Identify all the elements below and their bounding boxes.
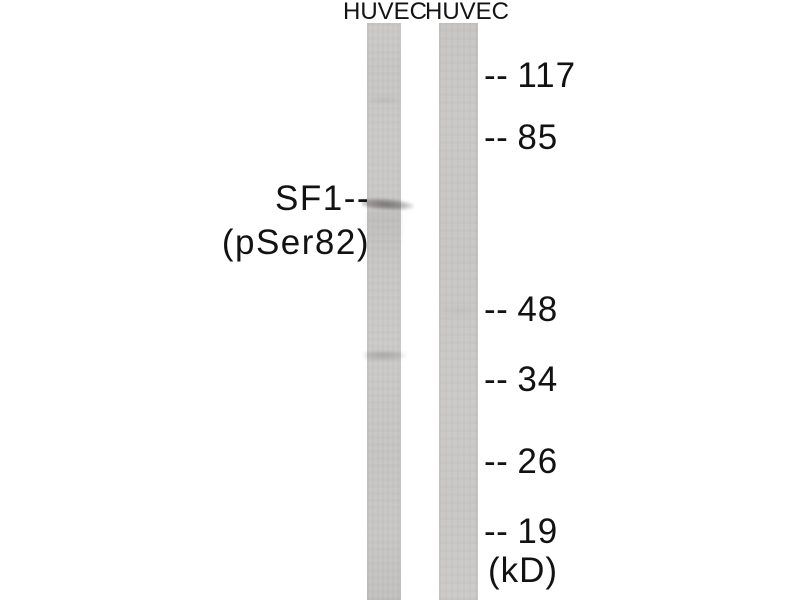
target-phospho-site: (pSer82)	[221, 223, 370, 262]
mw-marker-85: -- 85	[484, 120, 558, 155]
marker-value: 19	[517, 512, 559, 551]
mw-marker-117: -- 117	[484, 58, 576, 93]
marker-value: 26	[517, 442, 559, 481]
lane2-label: HUVEC	[425, 0, 510, 25]
target-protein-name: SF1--	[275, 179, 370, 218]
marker-dash-icon: --	[484, 56, 509, 95]
marker-value: 34	[517, 360, 559, 399]
marker-dash-icon: --	[484, 512, 509, 551]
marker-value: 117	[517, 56, 577, 95]
blot-lane-1	[367, 23, 401, 600]
lane1-label: HUVEC	[343, 0, 428, 25]
marker-dash-icon: --	[484, 442, 509, 481]
marker-dash-icon: --	[484, 118, 509, 157]
kd-unit-label: (kD)	[488, 551, 559, 590]
target-protein-label: SF1-- (pSer82)	[222, 177, 370, 265]
blot-lane-2	[439, 23, 478, 600]
mw-marker-34: -- 34	[484, 362, 558, 397]
mw-marker-19: -- 19	[484, 514, 558, 549]
marker-dash-icon: --	[484, 290, 509, 329]
marker-dash-icon: --	[484, 360, 509, 399]
marker-value: 48	[517, 290, 559, 329]
mw-marker-48: -- 48	[484, 292, 558, 327]
mw-marker-26: -- 26	[484, 444, 558, 479]
marker-value: 85	[517, 118, 559, 157]
